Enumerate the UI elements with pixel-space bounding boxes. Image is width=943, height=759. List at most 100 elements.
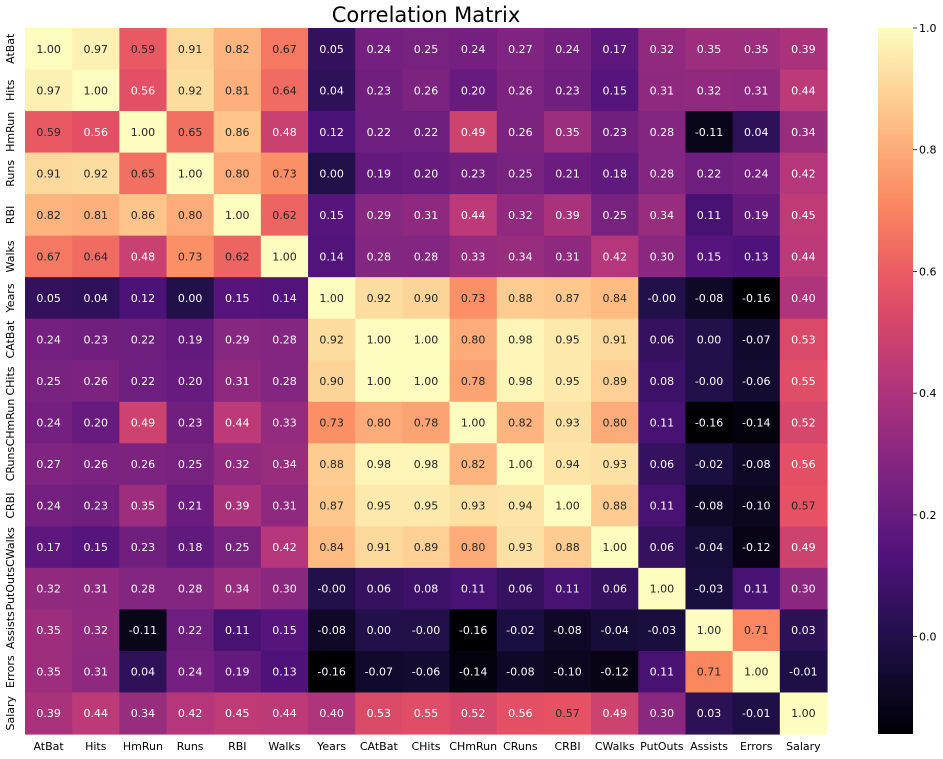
cell-value-label: 0.18: [602, 167, 627, 180]
cell-value-label: -0.08: [742, 458, 770, 471]
cell-value-label: 0.55: [791, 375, 816, 388]
cell-value-label: 0.90: [414, 292, 439, 305]
cell-value-label: -0.16: [742, 292, 770, 305]
heatmap-cell: [543, 526, 592, 569]
cell-value-label: 1.00: [36, 43, 61, 56]
heatmap-cell: [260, 609, 309, 652]
heatmap-cell: [779, 609, 828, 652]
cell-value-label: 1.00: [602, 541, 627, 554]
cell-value-label: 0.64: [272, 84, 297, 97]
heatmap-cells: 1.00 0.97 0.59 0.91 0.82 0.67 0.05 0.24 0.25 0.24…: [25, 28, 828, 735]
cell-value-label: -0.01: [789, 666, 817, 679]
heatmap-cell: [449, 69, 498, 112]
cell-value-label: 1.00: [414, 333, 439, 346]
x-tick-label: CRBI: [554, 740, 580, 753]
heatmap-cell: [213, 526, 262, 569]
cell-value-label: 0.25: [178, 458, 203, 471]
heatmap-cell: [119, 567, 168, 611]
heatmap-cell: [119, 360, 168, 403]
heatmap-cell: [166, 277, 215, 320]
x-tick-label: Runs: [177, 740, 204, 753]
colorbar-tick-label: 0.2: [919, 509, 937, 522]
y-tick-label: Assists: [4, 611, 17, 649]
heatmap-cell: [260, 235, 309, 278]
cell-value-label: 0.73: [178, 250, 203, 263]
heatmap-cell: [685, 194, 734, 237]
heatmap-cell: [213, 484, 262, 527]
heatmap-cell: [638, 318, 687, 361]
heatmap-cell: [308, 28, 356, 71]
cell-value-label: 0.33: [461, 250, 486, 263]
heatmap-cell: [685, 567, 734, 611]
cell-value-label: 0.44: [84, 707, 109, 720]
heatmap-cell: [308, 194, 356, 237]
cell-value-label: 0.11: [697, 209, 722, 222]
cell-value-label: 0.03: [697, 707, 722, 720]
cell-value-label: 0.91: [367, 541, 392, 554]
heatmap-cell: [732, 28, 781, 71]
cell-value-label: 0.93: [508, 541, 533, 554]
heatmap-cell: [402, 360, 451, 403]
cell-value-label: 0.88: [555, 541, 580, 554]
cell-value-label: 0.64: [84, 250, 109, 263]
cell-value-label: 0.95: [367, 500, 392, 513]
cell-value-label: 0.15: [84, 541, 109, 554]
heatmap-cell: [260, 111, 309, 154]
heatmap-cell: [685, 401, 734, 444]
heatmap-cell: [779, 692, 828, 735]
heatmap-cell: [732, 443, 781, 486]
cell-value-label: 0.52: [791, 417, 816, 430]
cell-value-label: 0.31: [84, 583, 109, 596]
heatmap-cell: [166, 111, 215, 154]
cell-value-label: 0.44: [791, 84, 816, 97]
heatmap-cell: [638, 111, 687, 154]
heatmap-cell: [119, 111, 168, 154]
heatmap-cell: [732, 111, 781, 154]
heatmap-cell: [402, 401, 451, 444]
heatmap-cell: [638, 235, 687, 278]
colorbar-tick-label: 1.0: [919, 22, 937, 35]
cell-value-label: 0.57: [791, 500, 816, 513]
heatmap-cell: [591, 526, 639, 569]
cell-value-label: 0.26: [508, 84, 533, 97]
heatmap-cell: [591, 609, 639, 652]
cell-value-label: 0.88: [508, 292, 533, 305]
heatmap-cell: [72, 152, 120, 195]
cell-value-label: 0.56: [508, 707, 533, 720]
cell-value-label: 0.25: [602, 209, 627, 222]
cell-value-label: 0.21: [178, 500, 203, 513]
y-tick-label: Hits: [4, 79, 17, 101]
cell-value-label: 0.80: [461, 541, 486, 554]
cell-value-label: -0.16: [695, 417, 723, 430]
cell-value-label: 0.00: [178, 292, 203, 305]
heatmap-cell: [591, 111, 639, 154]
cell-value-label: 0.05: [319, 43, 344, 56]
cell-value-label: 0.33: [272, 417, 297, 430]
cell-value-label: 0.26: [414, 84, 439, 97]
heatmap-cell: [25, 194, 73, 237]
x-tick-label: Assists: [690, 740, 728, 753]
cell-value-label: 0.21: [555, 167, 580, 180]
cell-value-label: -0.07: [365, 666, 393, 679]
heatmap-cell: [638, 194, 687, 237]
cell-value-label: -0.08: [506, 666, 534, 679]
cell-value-label: 0.45: [791, 209, 816, 222]
heatmap-cell: [260, 152, 309, 195]
heatmap-cell: [402, 318, 451, 361]
heatmap-cell: [213, 28, 262, 71]
heatmap-cell: [119, 28, 168, 71]
cell-value-label: 0.91: [602, 333, 627, 346]
heatmap-cell: [308, 318, 356, 361]
cell-value-label: 1.00: [461, 417, 486, 430]
heatmap-cell: [355, 650, 404, 694]
heatmap-cell: [543, 111, 592, 154]
heatmap-cell: [685, 526, 734, 569]
cell-value-label: 0.35: [36, 666, 61, 679]
cell-value-label: 0.19: [225, 666, 250, 679]
cell-value-label: 1.00: [367, 375, 392, 388]
colorbar-tick-label: 0.4: [919, 387, 937, 400]
cell-value-label: 0.34: [650, 209, 675, 222]
heatmap-cell: [25, 28, 73, 71]
heatmap-cell: [543, 277, 592, 320]
heatmap-cell: [685, 443, 734, 486]
